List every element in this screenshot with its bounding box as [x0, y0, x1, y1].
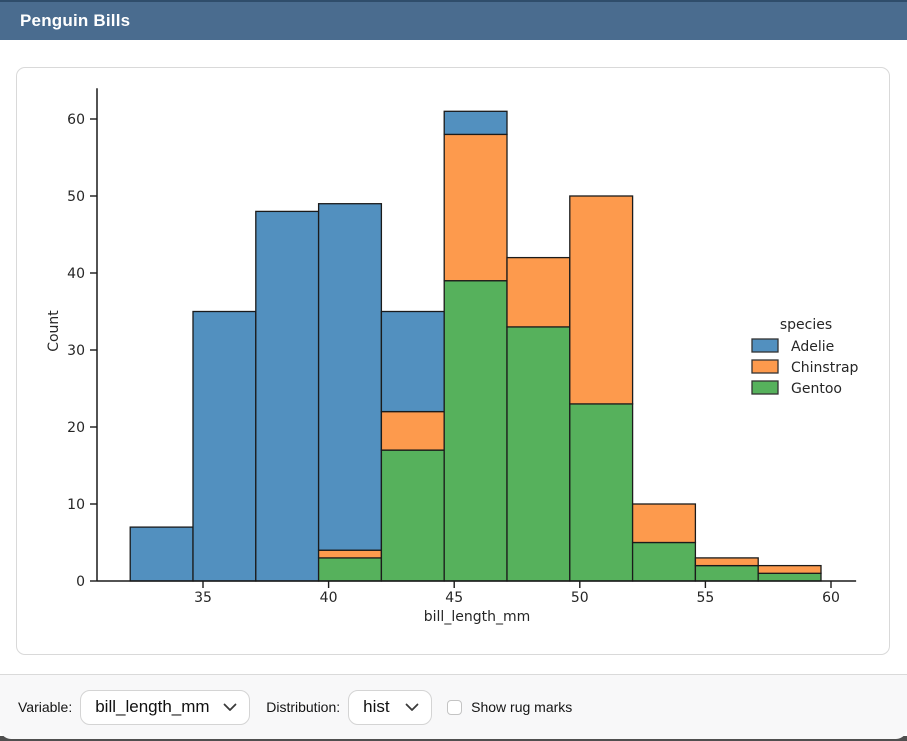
rug-checkbox[interactable] — [447, 699, 463, 715]
chevron-down-icon — [223, 703, 237, 711]
chevron-down-icon — [405, 703, 419, 711]
chart-panel — [16, 67, 890, 655]
page-title: Penguin Bills — [20, 11, 131, 30]
distribution-label: Distribution: — [266, 699, 341, 715]
variable-label: Variable: — [18, 699, 73, 715]
variable-dropdown-value: bill_length_mm — [95, 697, 210, 716]
window-titlebar: Penguin Bills — [0, 0, 907, 40]
rug-checkbox-label[interactable]: Show rug marks — [471, 699, 573, 715]
distribution-dropdown[interactable]: hist — [348, 689, 433, 725]
distribution-dropdown-value: hist — [363, 697, 390, 716]
controls-bar: Variable: bill_length_mm Distribution: h… — [0, 674, 907, 739]
variable-dropdown[interactable]: bill_length_mm — [80, 689, 251, 725]
